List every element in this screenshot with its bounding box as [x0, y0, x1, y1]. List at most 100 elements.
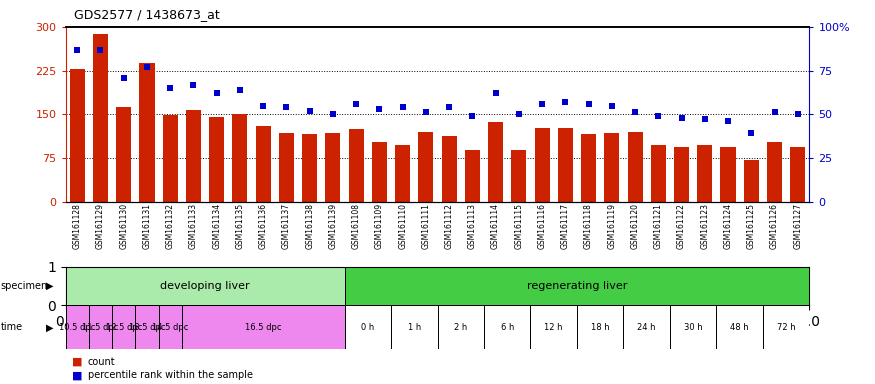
Bar	[651, 144, 666, 202]
Bar	[163, 116, 178, 202]
Text: ▶: ▶	[46, 281, 53, 291]
Bar	[139, 63, 155, 202]
Bar	[670, 305, 717, 349]
Bar	[465, 151, 480, 202]
Bar	[345, 305, 391, 349]
Point	[70, 46, 84, 53]
Text: 18 h: 18 h	[591, 323, 610, 332]
Bar	[112, 305, 136, 349]
Point	[512, 111, 526, 117]
Bar	[279, 133, 294, 202]
Bar	[302, 134, 318, 202]
Text: 0 h: 0 h	[361, 323, 374, 332]
Bar	[744, 160, 759, 202]
Point	[279, 104, 293, 110]
Point	[373, 106, 387, 112]
Bar	[66, 267, 345, 305]
Point	[675, 115, 689, 121]
Bar	[186, 109, 201, 202]
Bar	[255, 126, 270, 202]
Text: 13.5 dpc: 13.5 dpc	[129, 323, 165, 332]
Bar	[763, 305, 809, 349]
Bar	[605, 133, 620, 202]
Bar	[717, 305, 763, 349]
Text: 6 h: 6 h	[500, 323, 514, 332]
Point	[651, 113, 665, 119]
Point	[582, 101, 596, 107]
Text: regenerating liver: regenerating liver	[527, 281, 627, 291]
Text: 16.5 dpc: 16.5 dpc	[245, 323, 282, 332]
Bar	[233, 114, 248, 202]
Bar	[348, 129, 364, 202]
Point	[396, 104, 410, 110]
Bar	[391, 305, 438, 349]
Text: specimen: specimen	[1, 281, 48, 291]
Point	[442, 104, 456, 110]
Text: 72 h: 72 h	[777, 323, 795, 332]
Text: developing liver: developing liver	[160, 281, 250, 291]
Text: 24 h: 24 h	[637, 323, 656, 332]
Bar	[511, 151, 527, 202]
Text: 12.5 dpc: 12.5 dpc	[106, 323, 142, 332]
Text: 11.5 dpc: 11.5 dpc	[82, 323, 119, 332]
Text: ▶: ▶	[46, 322, 53, 333]
Bar	[623, 305, 670, 349]
Point	[419, 109, 433, 116]
Point	[628, 109, 642, 116]
Point	[745, 131, 759, 137]
Bar	[345, 267, 809, 305]
Point	[326, 111, 340, 117]
Text: 48 h: 48 h	[731, 323, 749, 332]
Text: count: count	[88, 356, 116, 367]
Bar	[418, 132, 433, 202]
Point	[164, 85, 178, 91]
Bar	[577, 305, 623, 349]
Text: GDS2577 / 1438673_at: GDS2577 / 1438673_at	[74, 8, 220, 21]
Bar	[627, 132, 642, 202]
Bar	[488, 122, 503, 202]
Bar	[530, 305, 577, 349]
Bar	[182, 305, 345, 349]
Bar	[790, 147, 805, 202]
Point	[791, 111, 805, 117]
Bar	[158, 305, 182, 349]
Bar	[535, 127, 550, 202]
Point	[210, 90, 224, 96]
Text: 2 h: 2 h	[454, 323, 467, 332]
Point	[94, 46, 108, 53]
Point	[767, 109, 781, 116]
Point	[605, 103, 619, 109]
Bar	[70, 69, 85, 202]
Bar	[767, 142, 782, 202]
Text: time: time	[1, 322, 23, 333]
Point	[140, 64, 154, 70]
Point	[466, 113, 480, 119]
Bar	[116, 107, 131, 202]
Text: ■: ■	[72, 356, 82, 367]
Bar	[581, 134, 596, 202]
Point	[558, 99, 572, 105]
Point	[536, 101, 550, 107]
Point	[697, 116, 711, 122]
Text: percentile rank within the sample: percentile rank within the sample	[88, 370, 253, 381]
Text: ■: ■	[72, 370, 82, 381]
Point	[233, 87, 247, 93]
Bar	[372, 142, 387, 202]
Text: 14.5 dpc: 14.5 dpc	[152, 323, 188, 332]
Text: 1 h: 1 h	[408, 323, 421, 332]
Bar	[674, 147, 690, 202]
Bar	[396, 145, 410, 202]
Point	[488, 90, 502, 96]
Bar	[438, 305, 484, 349]
Point	[186, 81, 200, 88]
Bar	[326, 133, 340, 202]
Point	[349, 101, 363, 107]
Text: 30 h: 30 h	[684, 323, 703, 332]
Bar	[442, 136, 457, 202]
Bar	[136, 305, 158, 349]
Bar	[720, 147, 736, 202]
Text: 10.5 dpc: 10.5 dpc	[59, 323, 95, 332]
Bar	[66, 305, 89, 349]
Bar	[484, 305, 530, 349]
Bar	[557, 127, 573, 202]
